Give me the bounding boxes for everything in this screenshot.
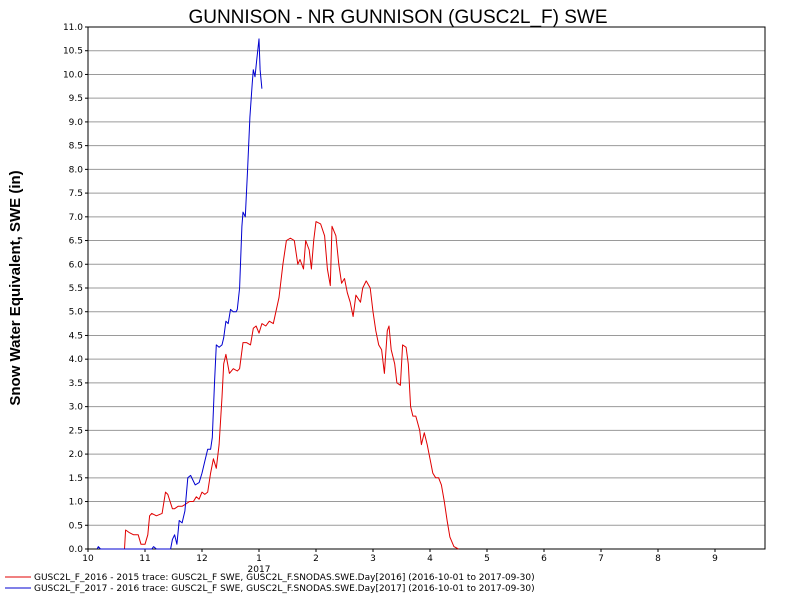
chart-title: GUNNISON - NR GUNNISON (GUSC2L_F) SWE (188, 7, 607, 28)
y-tick-label: 7.0 (69, 213, 84, 223)
x-tick-label: 2 (313, 554, 319, 564)
x-year-label: 2017 (248, 565, 271, 575)
series-line-1 (124, 221, 459, 550)
grid-lines (88, 26, 765, 526)
y-tick-label: 0.5 (69, 521, 83, 531)
y-axis-label: Snow Water Equivalent, SWE (in) (7, 170, 24, 405)
y-tick-label: 11.0 (63, 23, 83, 33)
y-tick-label: 6.0 (69, 260, 84, 270)
x-tick-label: 3 (370, 554, 376, 564)
y-tick-label: 5.5 (69, 284, 83, 294)
x-tick-label: 1 (256, 554, 262, 564)
y-tick-label: 4.5 (69, 331, 83, 341)
y-tick-label: 7.5 (69, 189, 83, 199)
y-tick-label: 4.0 (69, 355, 84, 365)
legend: GUSC2L_F_2016 - 2015 trace: GUSC2L_F SWE… (5, 573, 535, 594)
x-tick-label: 6 (541, 554, 547, 564)
y-tick-label: 0.0 (69, 545, 84, 555)
x-tick-label: 5 (484, 554, 490, 564)
y-tick-label: 10.0 (63, 70, 83, 80)
y-tick-labels: 0.0 0.5 1.0 1.5 2.0 2.5 3.0 3.5 4.0 4.5 5.0 5.5 6.0 6… (63, 23, 88, 555)
y-tick-label: 2.0 (69, 450, 84, 460)
x-tick-label: 9 (712, 554, 718, 564)
legend-label-1: GUSC2L_F_2016 - 2015 trace: GUSC2L_F SWE… (34, 573, 535, 583)
x-tick-label: 7 (598, 554, 604, 564)
legend-label-2: GUSC2L_F_2017 - 2016 trace: GUSC2L_F SWE… (34, 584, 535, 594)
series-lines (96, 38, 459, 550)
y-tick-label: 3.5 (69, 379, 83, 389)
series-line-2 (96, 38, 263, 550)
y-tick-label: 2.5 (69, 426, 83, 436)
y-tick-label: 9.5 (69, 94, 83, 104)
y-tick-label: 8.0 (69, 165, 84, 175)
y-tick-label: 10.5 (63, 47, 83, 57)
y-tick-label: 1.5 (69, 474, 83, 484)
y-tick-label: 8.5 (69, 142, 83, 152)
x-tick-label: 11 (139, 554, 150, 564)
y-tick-label: 1.0 (69, 498, 84, 508)
x-tick-label: 12 (196, 554, 207, 564)
x-tick-label: 10 (82, 554, 94, 564)
y-tick-label: 9.0 (69, 118, 84, 128)
y-tick-label: 3.0 (69, 403, 84, 413)
x-tick-label: 8 (655, 554, 661, 564)
y-tick-label: 6.5 (69, 237, 83, 247)
y-tick-label: 5.0 (69, 308, 84, 318)
x-tick-label: 4 (427, 554, 433, 564)
